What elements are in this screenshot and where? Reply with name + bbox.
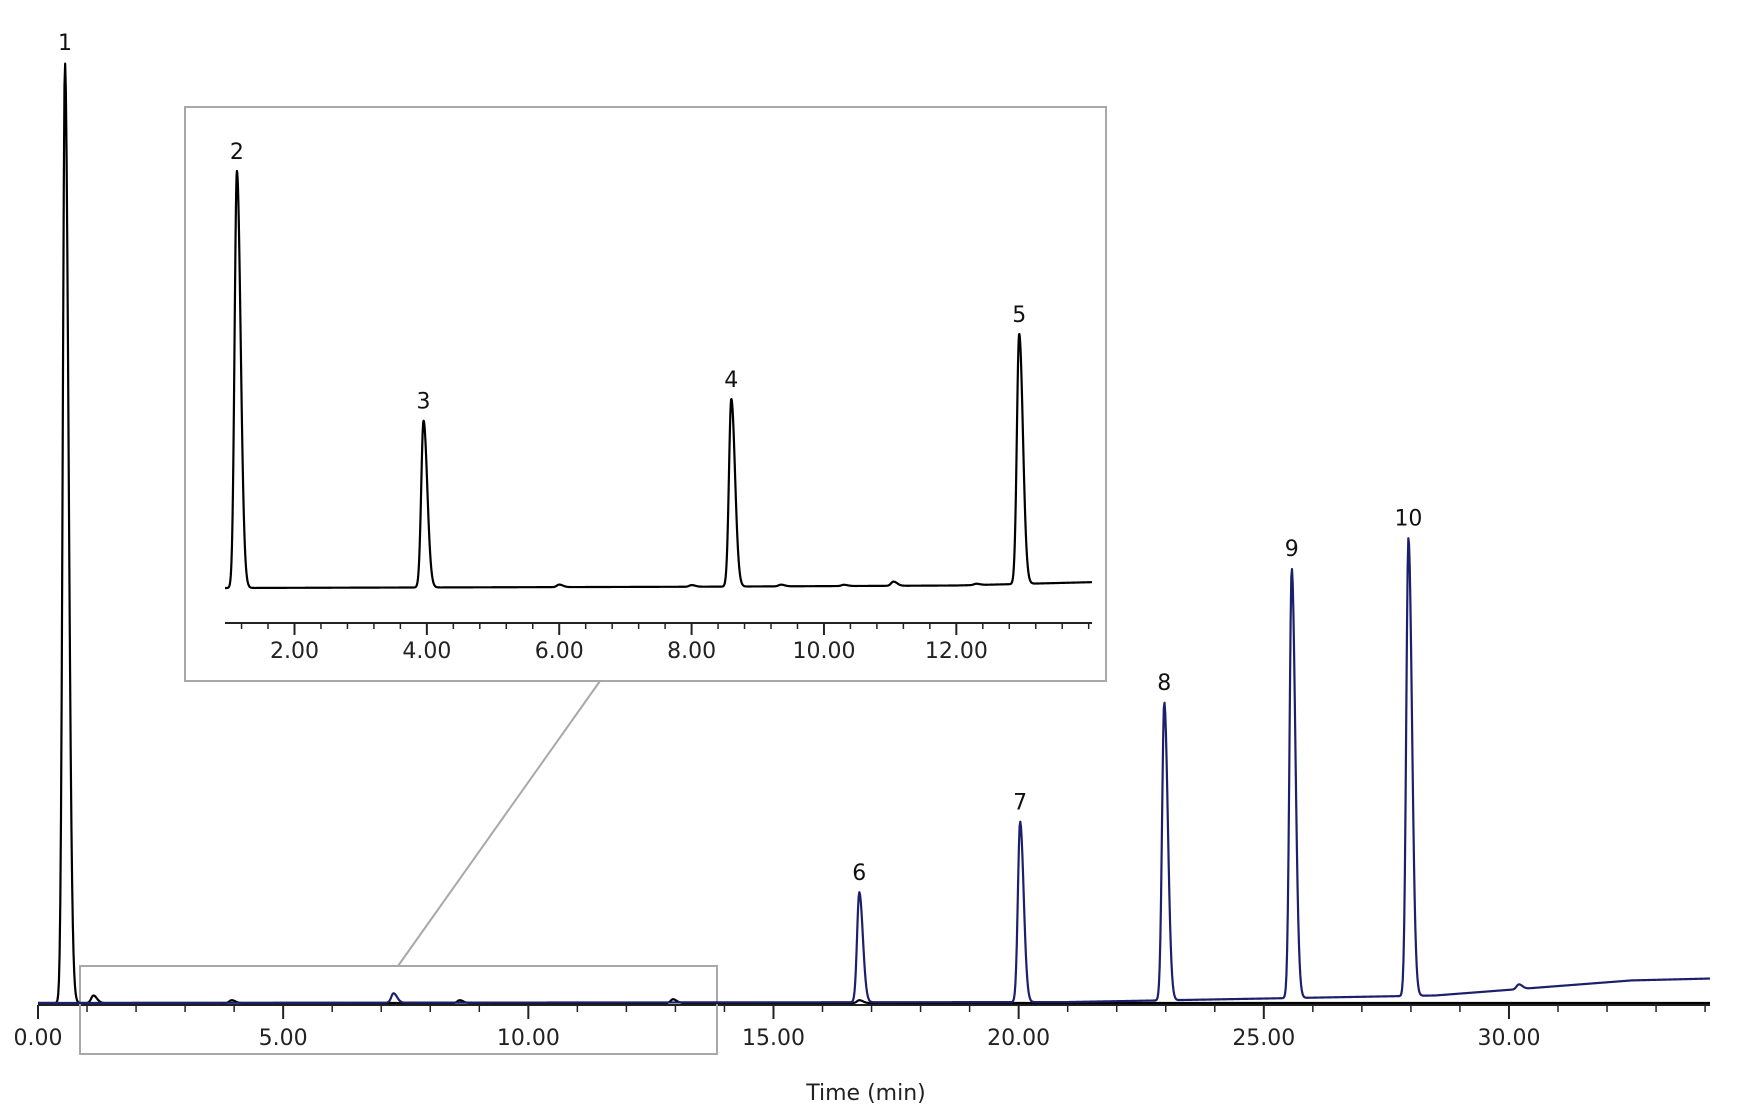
main-x-tick-label: 25.00 — [1232, 1026, 1295, 1051]
inset-peak-label: 3 — [417, 390, 431, 415]
main-peak-label: 6 — [852, 861, 866, 886]
main-x-tick-label: 20.00 — [987, 1026, 1050, 1051]
inset-x-tick-label: 10.00 — [792, 639, 855, 664]
inset-traces — [224, 169, 1093, 590]
inset-trace-1 — [224, 169, 1093, 590]
inset-x-ticks: 2.00 4.00 6.00 8.00 10.00 12.00 — [240, 623, 1090, 664]
main-x-tick-label: 0.00 — [14, 1026, 63, 1051]
inset-peak-labels: 2 3 4 5 — [230, 140, 1026, 415]
main-x-axis: 0.00 5.00 10.00 15.00 20.00 25.00 30.00 — [14, 1004, 1710, 1051]
x-axis-title: Time (min) — [805, 1081, 926, 1106]
main-x-tick-label: 30.00 — [1477, 1026, 1540, 1051]
zoom-connector-line — [397, 680, 601, 967]
main-x-tick-label: 10.00 — [497, 1026, 560, 1051]
main-peak-label: 10 — [1394, 507, 1422, 532]
inset-x-tick-label: 4.00 — [402, 639, 451, 664]
inset-peak-label: 4 — [724, 368, 738, 393]
main-peak-label: 9 — [1285, 537, 1299, 562]
inset-panel: 2.00 4.00 6.00 8.00 10.00 12.00 2 3 4 5 — [184, 106, 1107, 682]
main-peak-labels: 1 6 7 8 9 10 — [58, 31, 1422, 886]
main-peak-label: 8 — [1157, 671, 1171, 696]
inset-peak-label: 2 — [230, 140, 244, 165]
main-trace-2 — [37, 537, 1711, 1005]
inset-x-tick-label: 12.00 — [925, 639, 988, 664]
main-traces — [37, 61, 1711, 1005]
inset-peak-label: 5 — [1012, 303, 1026, 328]
main-peak-label: 7 — [1013, 790, 1027, 815]
main-peak-label: 1 — [58, 31, 72, 56]
inset-x-tick-label: 2.00 — [270, 639, 319, 664]
zoom-region-box — [79, 965, 718, 1055]
main-x-ticks: 0.00 5.00 10.00 15.00 20.00 25.00 30.00 — [14, 1005, 1706, 1051]
inset-x-tick-label: 6.00 — [535, 639, 584, 664]
main-x-tick-label: 5.00 — [259, 1026, 308, 1051]
inset-frame — [184, 106, 1107, 682]
main-x-tick-label: 15.00 — [742, 1026, 805, 1051]
inset-x-tick-label: 8.00 — [667, 639, 716, 664]
